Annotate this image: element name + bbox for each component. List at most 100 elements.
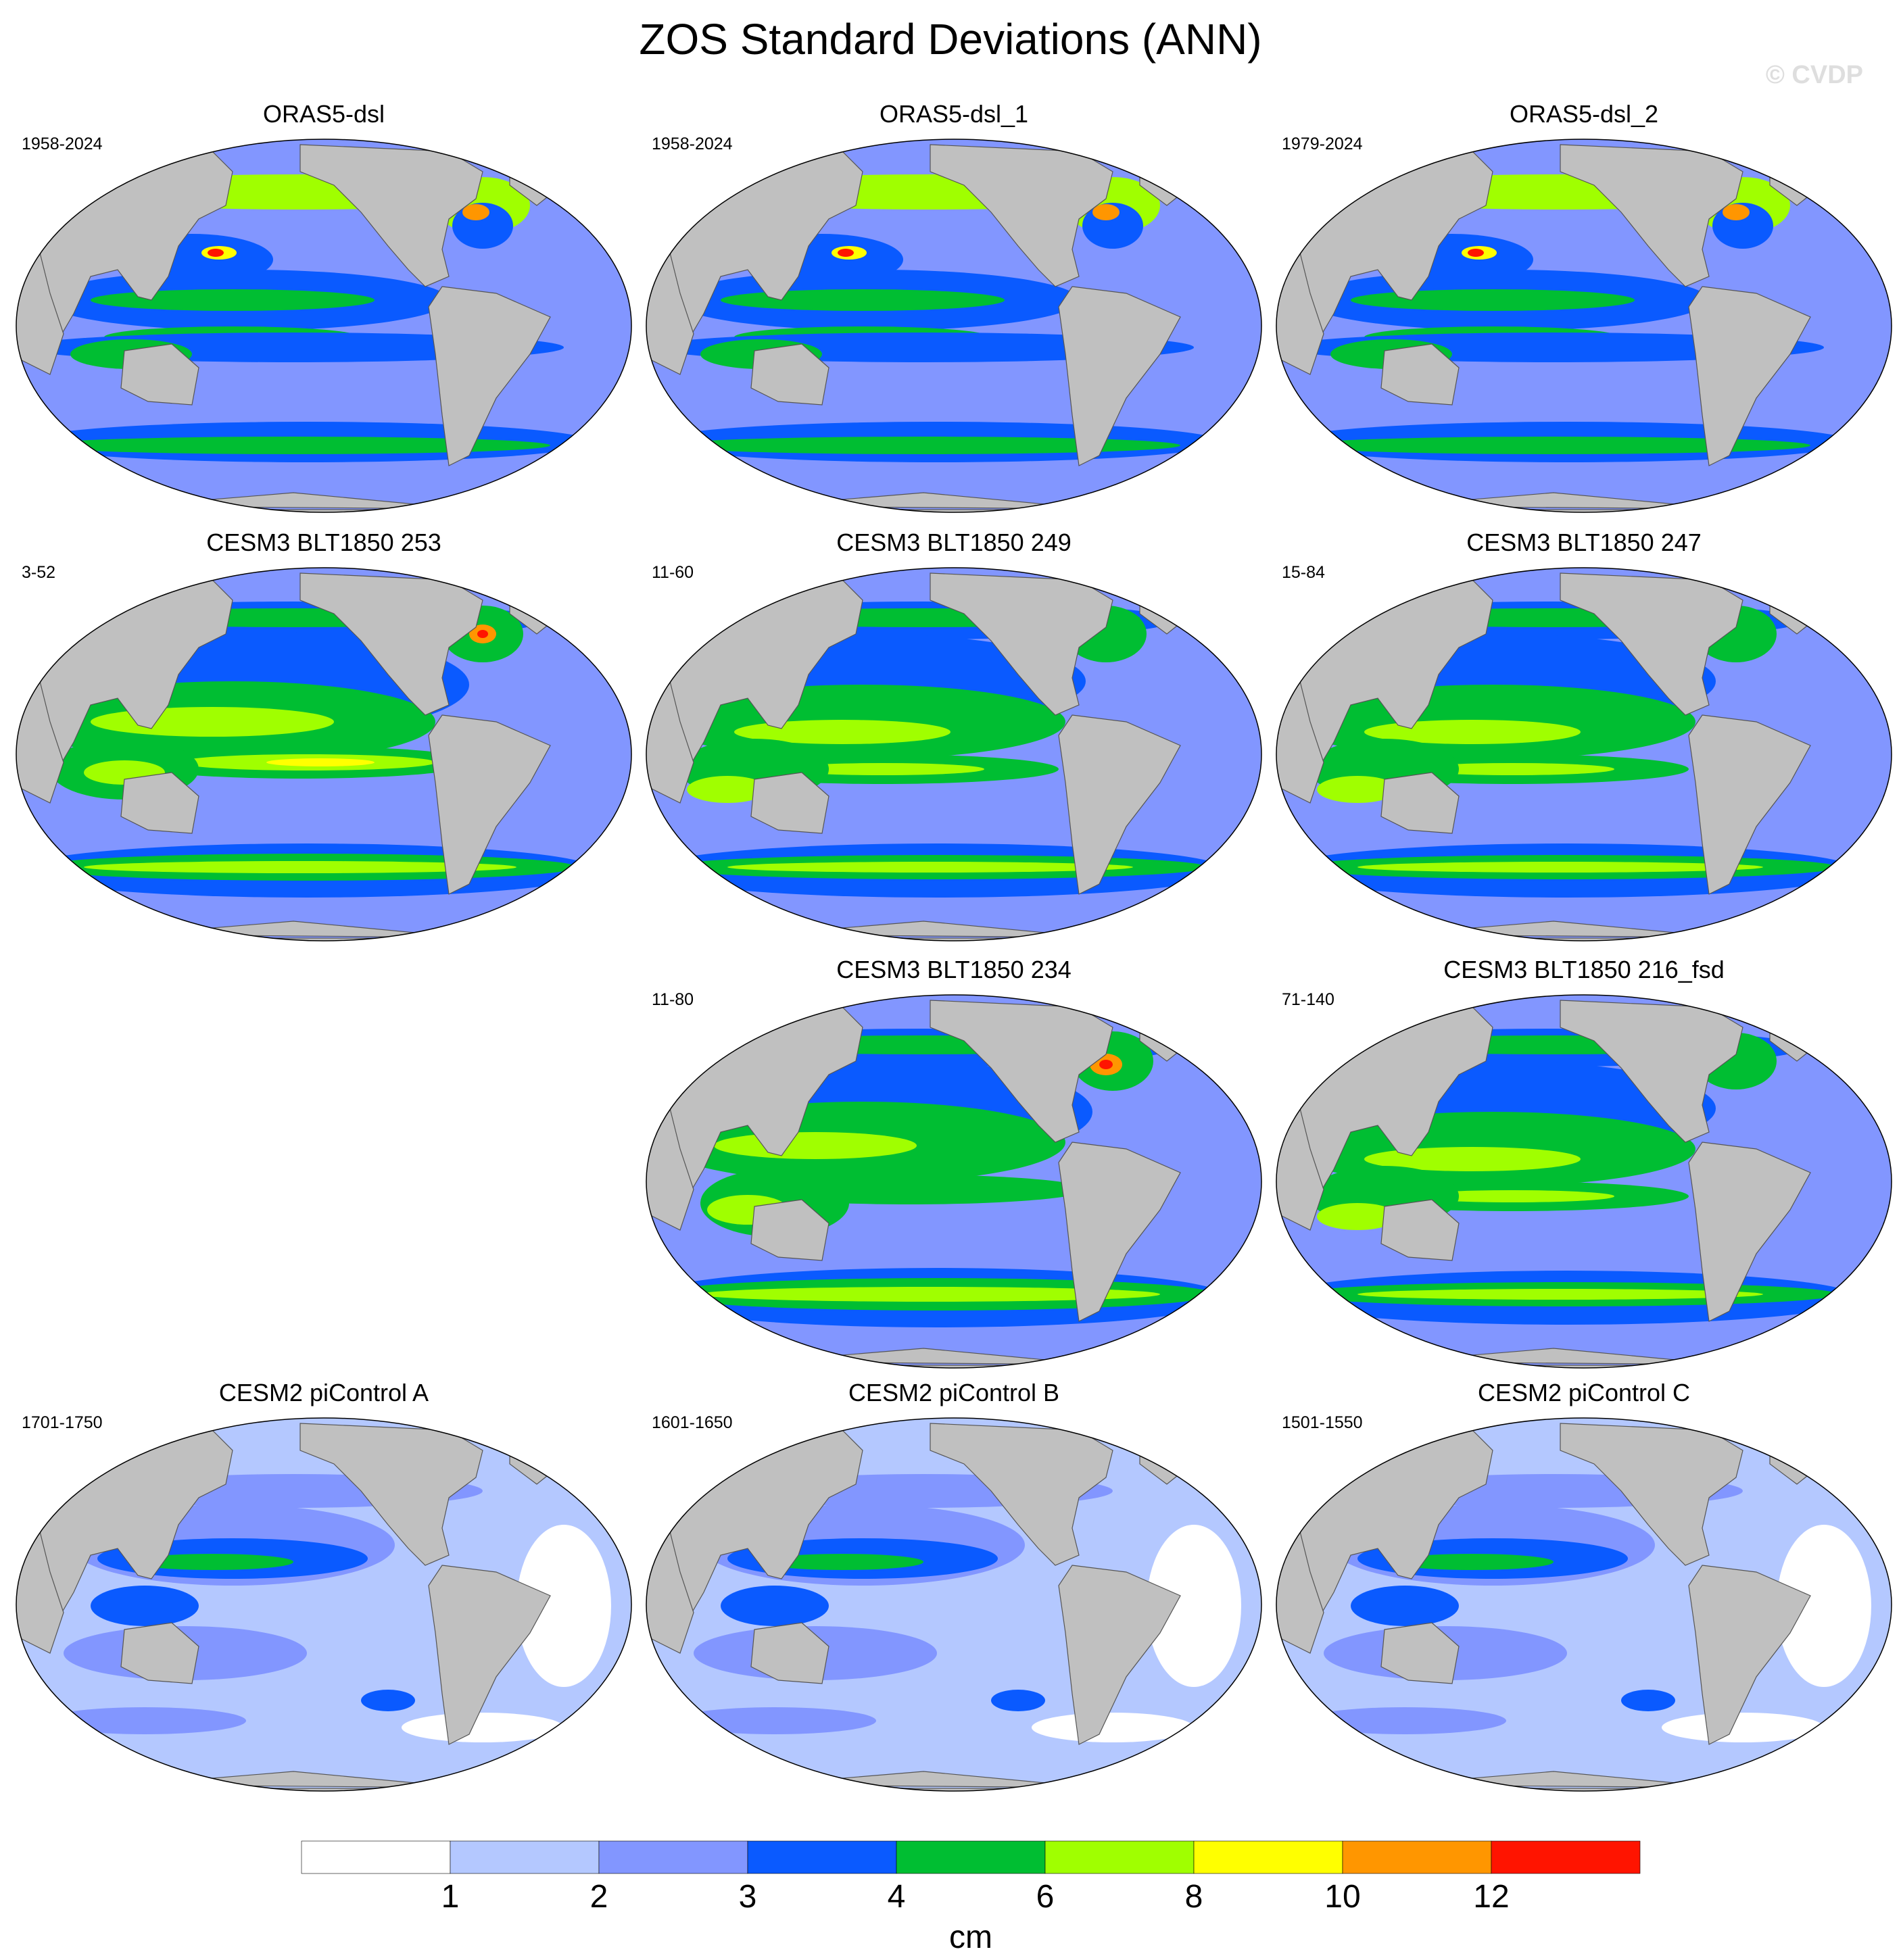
land-south-america bbox=[428, 286, 551, 466]
map-plot bbox=[1276, 1417, 1892, 1792]
panel-title: CESM3 BLT1850 234 bbox=[836, 956, 1072, 983]
land-south-america bbox=[1058, 1565, 1181, 1745]
land-antarctica bbox=[1276, 1348, 1892, 1368]
colorbar-swatch bbox=[450, 1840, 600, 1874]
map-panel: ORAS5-dsl_2 1979-2024 bbox=[1270, 100, 1898, 533]
land-antarctica bbox=[646, 1771, 1261, 1791]
map-plot bbox=[646, 994, 1262, 1369]
map-border bbox=[16, 567, 632, 941]
map-border bbox=[16, 1417, 632, 1792]
land-north-america bbox=[930, 1423, 1113, 1566]
panel-title: CESM2 piControl A bbox=[218, 1379, 429, 1406]
contour-band bbox=[462, 204, 489, 220]
contour-band bbox=[1468, 249, 1484, 257]
land-australia bbox=[750, 772, 829, 834]
contour-band bbox=[734, 720, 950, 744]
contour-band bbox=[1092, 204, 1120, 220]
colorbar-tick-label: 4 bbox=[888, 1879, 906, 1915]
panel-title: CESM3 BLT1850 249 bbox=[836, 529, 1072, 556]
map-border bbox=[646, 139, 1262, 513]
contour-band bbox=[673, 1707, 876, 1734]
panel-title: ORAS5-dsl_2 bbox=[1509, 100, 1659, 128]
land-australia bbox=[120, 1622, 199, 1684]
colorbar-swatch bbox=[1193, 1840, 1343, 1874]
colorbar-tick-label: 3 bbox=[739, 1879, 757, 1915]
panel-years: 1601-1650 bbox=[652, 1413, 733, 1432]
colorbar-tick-label: 2 bbox=[590, 1879, 608, 1915]
land-north-america bbox=[1560, 572, 1743, 716]
panel-years: 15-84 bbox=[1282, 563, 1325, 582]
contour-band bbox=[84, 861, 516, 873]
contour-band bbox=[838, 249, 854, 257]
contour-band bbox=[1391, 1554, 1554, 1570]
map-panel: CESM3 BLT1850 249 11-60 bbox=[640, 529, 1268, 961]
colorbar-swatch bbox=[1342, 1840, 1492, 1874]
contour-band bbox=[1357, 1289, 1763, 1300]
colorbar-tick-label: 12 bbox=[1473, 1879, 1509, 1915]
panel-years: 1979-2024 bbox=[1282, 134, 1363, 153]
map-panel: ORAS5-dsl 1958-2024 bbox=[9, 100, 638, 533]
contour-band bbox=[1147, 1525, 1241, 1687]
map-plot bbox=[1276, 567, 1892, 941]
panel-years: 3-52 bbox=[22, 563, 56, 582]
map-border bbox=[1276, 139, 1892, 513]
colorbar-units-label: cm bbox=[949, 1919, 992, 1955]
colorbar-swatch bbox=[1491, 1840, 1641, 1874]
land-australia bbox=[120, 772, 199, 834]
contour-band bbox=[1777, 1525, 1871, 1687]
contour-band bbox=[1723, 204, 1750, 220]
contour-band bbox=[361, 1690, 415, 1711]
land-south-america bbox=[1688, 286, 1811, 466]
map-panel: CESM3 BLT1850 216_fsd 71-140 bbox=[1270, 956, 1898, 1388]
colorbar-tick-label: 1 bbox=[441, 1879, 460, 1915]
contour-band bbox=[91, 1586, 199, 1626]
contour-band bbox=[721, 289, 1005, 311]
panel-title: ORAS5-dsl_1 bbox=[879, 100, 1029, 128]
panel-title: CESM2 piControl B bbox=[848, 1379, 1060, 1406]
panel-title: CESM2 piControl C bbox=[1477, 1379, 1691, 1406]
contour-band bbox=[700, 1287, 1160, 1302]
land-antarctica bbox=[16, 492, 631, 512]
land-north-america bbox=[930, 572, 1113, 716]
map-plot bbox=[646, 139, 1262, 513]
panel-title: CESM3 BLT1850 253 bbox=[206, 529, 441, 556]
contour-band bbox=[43, 1707, 246, 1734]
contour-band bbox=[1621, 1690, 1675, 1711]
contour-band bbox=[1099, 1060, 1113, 1069]
land-north-america bbox=[299, 1423, 483, 1566]
map-plot bbox=[1276, 139, 1892, 513]
panel-title: CESM3 BLT1850 247 bbox=[1466, 529, 1702, 556]
contour-band bbox=[761, 1554, 923, 1570]
contour-band bbox=[1412, 763, 1614, 775]
land-antarctica bbox=[646, 921, 1261, 941]
map-plot bbox=[646, 1417, 1262, 1792]
contour-band bbox=[727, 862, 1133, 873]
land-australia bbox=[1380, 1622, 1460, 1684]
contour-band bbox=[687, 776, 768, 803]
contour-band bbox=[266, 758, 375, 766]
panel-years: 1958-2024 bbox=[22, 134, 103, 153]
contour-band bbox=[1317, 776, 1398, 803]
land-north-america bbox=[1560, 1423, 1743, 1566]
contour-band bbox=[1297, 437, 1810, 454]
contour-band bbox=[477, 630, 488, 638]
figure-title: ZOS Standard Deviations (ANN) bbox=[639, 15, 1262, 64]
panel-years: 11-60 bbox=[652, 563, 694, 582]
land-south-america bbox=[1688, 1565, 1811, 1745]
contour-band bbox=[721, 1586, 829, 1626]
colorbar-swatch bbox=[598, 1840, 748, 1874]
colorbar-swatch bbox=[1044, 1840, 1195, 1874]
land-south-america bbox=[428, 1565, 551, 1745]
map-border bbox=[1276, 994, 1892, 1369]
map-panel: CESM3 BLT1850 234 11-80 bbox=[640, 956, 1268, 1388]
land-australia bbox=[750, 1622, 829, 1684]
map-plot bbox=[16, 1417, 632, 1792]
land-australia bbox=[1380, 1199, 1460, 1261]
land-antarctica bbox=[1276, 921, 1892, 941]
map-border bbox=[646, 567, 1262, 941]
land-australia bbox=[750, 343, 829, 406]
land-australia bbox=[1380, 343, 1460, 406]
panel-years: 1701-1750 bbox=[22, 1413, 103, 1432]
contour-band bbox=[781, 763, 984, 775]
